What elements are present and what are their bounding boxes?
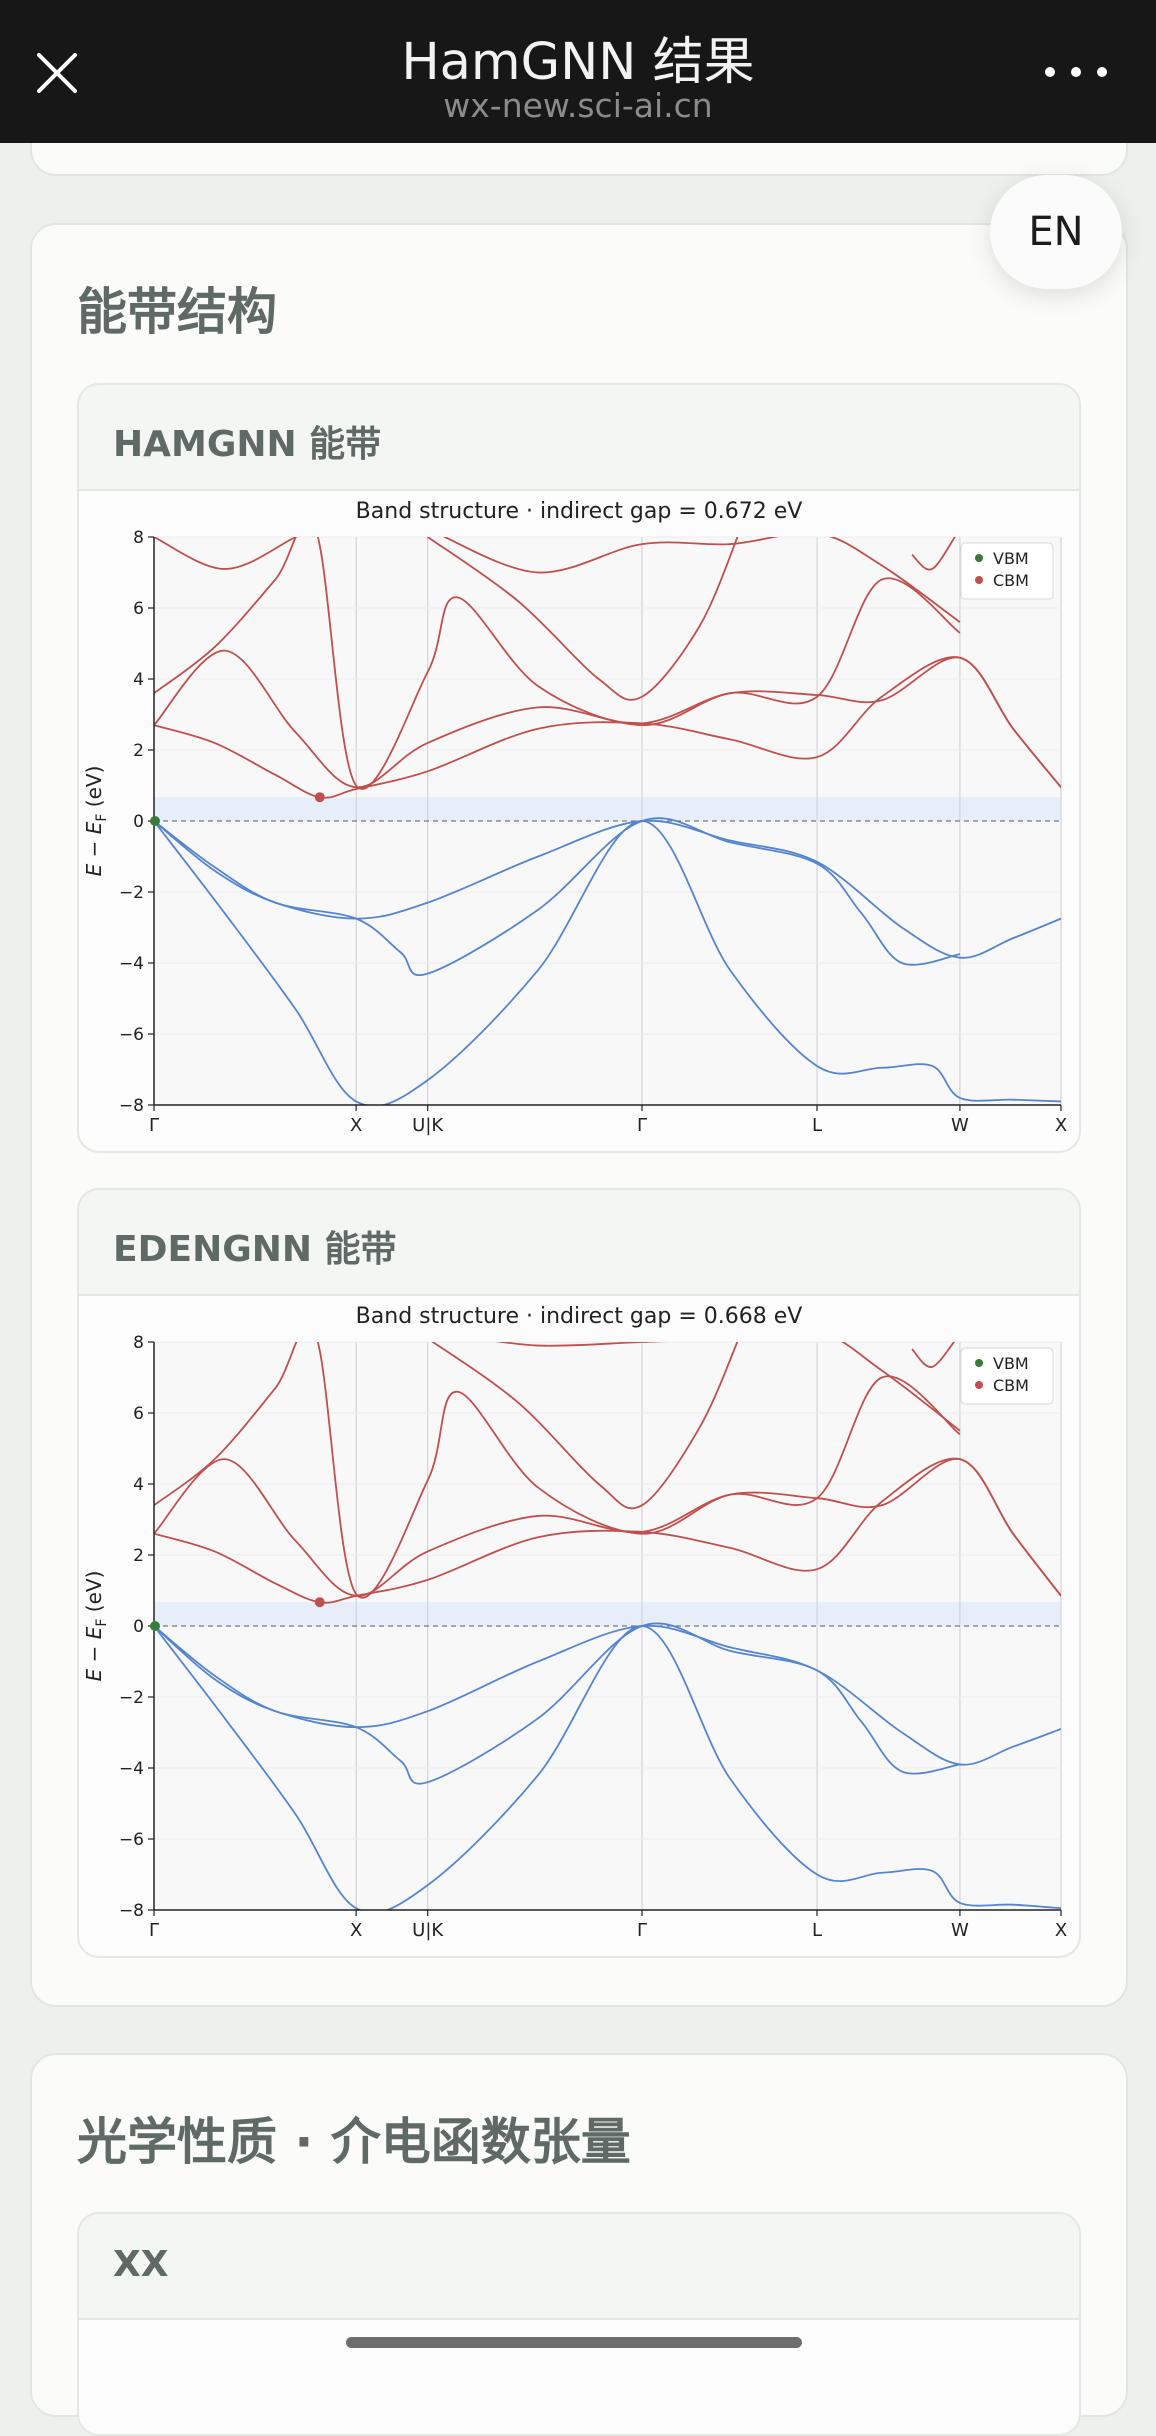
conduction-band-line bbox=[427, 537, 739, 701]
x-tick-label: L bbox=[812, 1920, 822, 1941]
conduction-band-line bbox=[154, 537, 298, 570]
cbm-marker bbox=[314, 1597, 325, 1608]
chart-title: Band structure · indirect gap = 0.668 eV bbox=[356, 1304, 803, 1329]
optics-xx-header: XX bbox=[79, 2214, 1079, 2320]
x-tick-label: U|K bbox=[412, 1920, 444, 1941]
y-tick-label: 6 bbox=[133, 1404, 144, 1424]
x-tick-label: X bbox=[1055, 1920, 1067, 1941]
y-tick-label: −6 bbox=[119, 1025, 144, 1045]
optics-xx-panel: XX bbox=[77, 2212, 1081, 2436]
optics-title: 光学性质 · 介电函数张量 bbox=[77, 2113, 631, 2171]
y-tick-label: −2 bbox=[119, 1688, 144, 1708]
close-icon[interactable] bbox=[34, 50, 80, 96]
edengnn-panel-header: EDENGNN 能带 bbox=[79, 1190, 1079, 1296]
hamgnn-panel-header: HAMGNN 能带 bbox=[79, 385, 1079, 491]
y-tick-label: 4 bbox=[133, 1475, 144, 1495]
x-tick-label: X bbox=[1055, 1115, 1067, 1136]
y-tick-label: 0 bbox=[133, 1617, 144, 1637]
legend-label: VBM bbox=[993, 1354, 1029, 1373]
conduction-band-line bbox=[911, 1342, 956, 1368]
y-tick-label: 0 bbox=[133, 812, 144, 832]
bands-group bbox=[154, 1342, 1061, 1910]
y-axis-label: E − EF (eV) bbox=[82, 766, 110, 877]
legend-marker bbox=[975, 576, 983, 584]
hamgnn-panel-title: HAMGNN 能带 bbox=[113, 424, 382, 465]
optics-xx-title: XX bbox=[113, 2244, 169, 2285]
y-tick-label: −8 bbox=[119, 1901, 144, 1921]
y-tick-label: −4 bbox=[119, 954, 144, 974]
vbm-marker bbox=[150, 816, 160, 826]
edengnn-band-panel: EDENGNN 能带 Band structure · indirect gap… bbox=[77, 1188, 1081, 1958]
x-tick-label: L bbox=[812, 1115, 822, 1136]
conduction-band-line bbox=[442, 537, 961, 623]
valence-band-line bbox=[154, 1625, 1061, 1910]
y-tick-label: −6 bbox=[119, 1830, 144, 1850]
x-tick-label: U|K bbox=[412, 1115, 444, 1136]
x-tick-label: X bbox=[350, 1115, 362, 1136]
x-tick-label: Γ bbox=[149, 1920, 159, 1941]
gap-band bbox=[154, 1602, 1061, 1626]
chart-legend: VBM CBM bbox=[960, 1347, 1054, 1405]
conduction-band-line bbox=[431, 1342, 739, 1510]
y-tick-label: 2 bbox=[133, 1546, 144, 1566]
x-tick-label: Γ bbox=[637, 1920, 647, 1941]
x-tick-label: Γ bbox=[149, 1115, 159, 1136]
hamgnn-band-panel: HAMGNN 能带 Band structure · indirect gap … bbox=[77, 383, 1081, 1153]
legend-label: VBM bbox=[993, 549, 1029, 568]
legend-label: CBM bbox=[993, 571, 1029, 590]
conduction-band-line bbox=[154, 537, 961, 790]
y-tick-label: 6 bbox=[133, 599, 144, 619]
y-tick-label: 4 bbox=[133, 670, 144, 690]
legend-marker bbox=[975, 554, 983, 562]
chart-title: Band structure · indirect gap = 0.672 eV bbox=[356, 499, 803, 524]
y-tick-label: −4 bbox=[119, 1759, 144, 1779]
valence-band-line bbox=[154, 817, 961, 977]
edengnn-panel-title: EDENGNN 能带 bbox=[113, 1229, 397, 1270]
y-axis-label: E − EF (eV) bbox=[82, 1571, 110, 1682]
page-title: HamGNN 结果 bbox=[401, 33, 755, 92]
gap-band bbox=[154, 797, 1061, 821]
y-tick-label: 2 bbox=[133, 741, 144, 761]
legend-marker bbox=[975, 1359, 983, 1367]
conduction-band-line bbox=[495, 1342, 961, 1432]
x-tick-label: W bbox=[951, 1115, 969, 1136]
x-tick-label: W bbox=[951, 1920, 969, 1941]
y-tick-label: −2 bbox=[119, 883, 144, 903]
conduction-band-line bbox=[911, 537, 956, 571]
title-bar: HamGNN 结果 wx-new.sci-ai.cn bbox=[0, 0, 1156, 143]
home-indicator bbox=[346, 2337, 802, 2348]
vbm-marker bbox=[150, 1621, 160, 1631]
y-tick-label: 8 bbox=[133, 528, 144, 548]
x-tick-label: X bbox=[350, 1920, 362, 1941]
conduction-band-line bbox=[154, 1342, 961, 1599]
y-tick-label: 8 bbox=[133, 1333, 144, 1353]
language-toggle-button[interactable]: EN bbox=[990, 175, 1122, 289]
hamgnn-band-chart: Band structure · indirect gap = 0.672 eV… bbox=[82, 499, 1067, 1136]
band-structure-title: 能带结构 bbox=[77, 283, 277, 341]
legend-marker bbox=[975, 1381, 983, 1389]
valence-band-line bbox=[154, 820, 1061, 1105]
valence-band-line bbox=[154, 1622, 961, 1785]
y-tick-label: −8 bbox=[119, 1096, 144, 1116]
chart-legend: VBM CBM bbox=[960, 542, 1054, 600]
legend-label: CBM bbox=[993, 1376, 1029, 1395]
bands-group bbox=[154, 537, 1061, 1105]
cbm-marker bbox=[314, 792, 325, 803]
x-tick-label: Γ bbox=[637, 1115, 647, 1136]
more-dots-icon[interactable] bbox=[1040, 62, 1112, 82]
edengnn-band-chart: Band structure · indirect gap = 0.668 eV… bbox=[82, 1304, 1067, 1941]
page-url: wx-new.sci-ai.cn bbox=[443, 86, 713, 125]
